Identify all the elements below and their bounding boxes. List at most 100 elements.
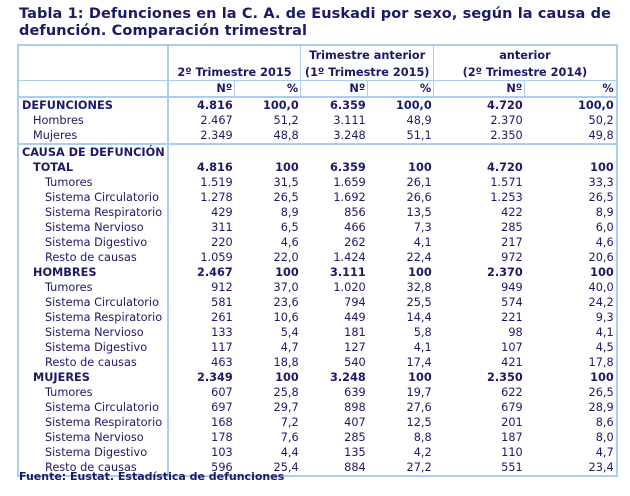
cell-percent: 100 [275, 265, 299, 279]
header-col1: 2º Trimestre 2015 [167, 63, 302, 81]
table-row: Sistema Circulatorio 697 29,7 898 27,6 679 28,… [18, 400, 617, 415]
cell-count: 4.816 [196, 160, 233, 174]
table-row: Sistema Nervioso 133 5,4 181 5,8 98 4,1 [18, 325, 617, 340]
cell-count: 6.359 [300, 96, 368, 113]
cell-count: 3.111 [329, 265, 366, 279]
cell-percent: 26,1 [406, 175, 432, 189]
cell-count [300, 143, 368, 160]
cell-percent: 26,5 [588, 385, 614, 399]
row-label: DEFUNCIONES [18, 96, 169, 113]
cell-count: 6.359 [329, 160, 366, 174]
cell-count: 3.248 [329, 370, 366, 384]
cell-count: 221 [501, 310, 523, 324]
cell-percent: 17,4 [406, 355, 432, 369]
table-row: Resto de causas 596 25,4 884 27,2 551 23,4 [18, 460, 617, 476]
cell-percent: 4,7 [280, 340, 299, 354]
cell-count: 217 [501, 235, 523, 249]
table-row: Sistema Respiratorio 429 8,9 856 13,5 422 8,9 [18, 205, 617, 220]
cell-count: 2.349 [196, 370, 233, 384]
cell-percent: 100,0 [524, 96, 617, 113]
cell-count: 1.659 [333, 175, 366, 189]
cell-percent: 100,0 [367, 96, 434, 113]
cell-count: 1.253 [490, 190, 523, 204]
cell-count: 856 [344, 205, 366, 219]
row-label: CAUSA DE DEFUNCIÓN [18, 143, 169, 160]
table-row: Sistema Digestivo 117 4,7 127 4,1 107 4,5 [18, 340, 617, 355]
cell-percent: 49,8 [588, 128, 614, 142]
cell-count: 4.720 [486, 160, 523, 174]
cell-percent: 4,6 [595, 235, 614, 249]
header-n: Nº [433, 80, 526, 98]
cell-count: 135 [344, 445, 366, 459]
row-label: Mujeres [18, 128, 169, 144]
cell-percent: 8,9 [595, 205, 614, 219]
cell-count: 912 [211, 280, 233, 294]
cell-count: 2.467 [196, 265, 233, 279]
row-label: Sistema Nervioso [18, 220, 169, 235]
cell-count: 4.816 [167, 96, 235, 113]
table-row: Mujeres 2.349 48,8 3.248 51,1 2.350 49,8 [18, 128, 617, 144]
cell-count: 884 [344, 460, 366, 474]
cell-count: 1.278 [200, 190, 233, 204]
cell-count: 466 [344, 220, 366, 234]
cell-percent: 4,2 [413, 445, 432, 459]
table-row: MUJERES 2.349 100 3.248 100 2.350 100 [18, 370, 617, 385]
cell-percent: 23,4 [588, 460, 614, 474]
table-row: DEFUNCIONES 4.816 100,0 6.359 100,0 4.720 100,… [18, 96, 617, 113]
cell-count: 127 [344, 340, 366, 354]
table-row: Sistema Circulatorio 1.278 26,5 1.692 26,6 1.… [18, 190, 617, 205]
cell-count: 117 [211, 340, 233, 354]
table-row: Resto de causas 1.059 22,0 1.424 22,4 972 20,6 [18, 250, 617, 265]
header-n: Nº [300, 80, 369, 98]
cell-count: 98 [508, 325, 523, 339]
cell-percent: 10,6 [273, 310, 299, 324]
cell-count: 607 [211, 385, 233, 399]
cell-count: 2.370 [486, 265, 523, 279]
table-row: Sistema Respiratorio 261 10,6 449 14,4 221 9,3 [18, 310, 617, 325]
cell-percent: 19,7 [406, 385, 432, 399]
cell-percent: 4,1 [413, 340, 432, 354]
row-label: Sistema Digestivo [18, 340, 169, 355]
cell-percent: 17,8 [588, 355, 614, 369]
table-row: Tumores 912 37,0 1.020 32,8 949 40,0 [18, 280, 617, 295]
cell-percent: 4,1 [595, 325, 614, 339]
cell-percent: 100 [408, 160, 432, 174]
header-pct: % [367, 80, 435, 98]
cell-percent: 13,5 [406, 205, 432, 219]
cell-percent: 18,8 [273, 355, 299, 369]
cell-percent: 6,5 [280, 220, 299, 234]
table-row: Hombres 2.467 51,2 3.111 48,9 2.370 50,2 [18, 113, 617, 128]
cell-count: 2.350 [486, 370, 523, 384]
cell-percent: 50,2 [588, 113, 614, 127]
row-label: HOMBRES [18, 265, 169, 280]
cell-count: 1.424 [333, 250, 366, 264]
cell-count: 551 [501, 460, 523, 474]
row-label: Sistema Circulatorio [18, 295, 169, 310]
cell-percent: 100 [275, 160, 299, 174]
header-row-top: Trimestre anterior anterior [18, 45, 618, 63]
cell-count: 421 [501, 355, 523, 369]
cell-count: 107 [501, 340, 523, 354]
cell-percent [524, 143, 617, 160]
cell-percent: 27,6 [406, 400, 432, 414]
row-label: Sistema Digestivo [18, 445, 169, 460]
row-label: Sistema Nervioso [18, 325, 169, 340]
cell-percent: 5,8 [413, 325, 432, 339]
cell-count: 262 [344, 235, 366, 249]
header-col2-top: Trimestre anterior [300, 45, 435, 63]
source-footer: Fuente: Eustat. Estadística de defuncion… [19, 470, 285, 483]
table-row: TOTAL 4.816 100 6.359 100 4.720 100 [18, 160, 617, 175]
cell-count: 220 [211, 235, 233, 249]
cell-percent: 28,9 [588, 400, 614, 414]
row-label: Sistema Circulatorio [18, 190, 169, 205]
cell-percent: 31,5 [273, 175, 299, 189]
cell-count: 540 [344, 355, 366, 369]
header-row-units: Nº % Nº % Nº % [17, 80, 618, 98]
cell-count: 574 [501, 295, 523, 309]
cell-percent: 100 [408, 265, 432, 279]
cell-percent: 48,9 [406, 113, 432, 127]
cell-percent: 33,3 [588, 175, 614, 189]
cell-count: 168 [211, 415, 233, 429]
cell-count: 4.720 [433, 96, 525, 113]
cell-percent: 100,0 [234, 96, 301, 113]
